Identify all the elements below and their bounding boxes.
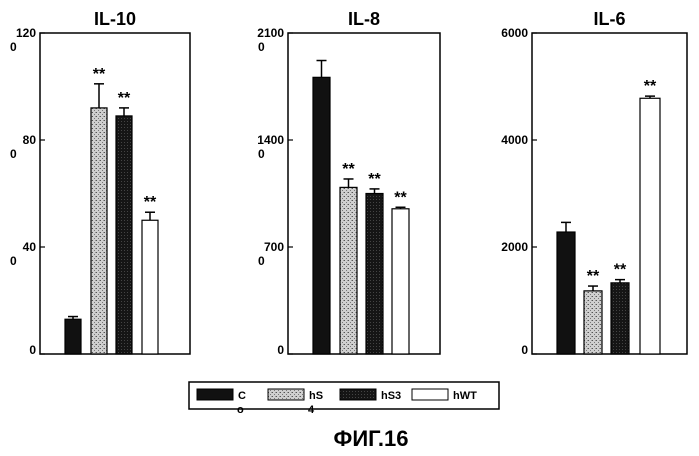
legend-label-c: C (238, 390, 246, 402)
y-tick-label: 2100 (257, 26, 284, 40)
plot-frame (39, 32, 191, 355)
chart-title: IL-8 (348, 9, 380, 29)
plot-frame (287, 32, 441, 355)
chart-title: IL-10 (94, 9, 136, 29)
y-tick-label: 0 (521, 343, 528, 357)
y-tick-label: 0 (29, 343, 36, 357)
chart-title: IL-6 (593, 9, 625, 29)
significance-marker: ** (394, 189, 407, 206)
y-tick-label: 120 (16, 26, 36, 40)
bar-c (64, 318, 82, 355)
y-tick-label: 6000 (501, 26, 528, 40)
y-tick-label: 2000 (501, 240, 528, 254)
legend-swatch-c (196, 388, 234, 401)
bar-hs3 (365, 192, 384, 355)
bar-c (556, 231, 576, 355)
significance-marker: ** (614, 262, 627, 279)
significance-marker: ** (144, 194, 157, 211)
y-tick-label: 0 (258, 147, 265, 161)
bar-hwt (639, 97, 661, 355)
y-tick-label: 80 (23, 133, 37, 147)
bar-hs3 (610, 282, 630, 355)
bar-hs (90, 107, 108, 355)
y-tick-label: 40 (23, 240, 37, 254)
y-tick-label: 1400 (257, 133, 284, 147)
y-tick-label: 0 (258, 40, 265, 54)
chart-legend: Co hS 4 hS3 hWT (188, 381, 500, 416)
bar-hs (339, 186, 358, 355)
bar-hs (583, 290, 603, 355)
legend-label-hs3: hS3 (381, 390, 401, 402)
y-tick-label: 700 (264, 240, 284, 254)
y-tick-label: 4000 (501, 133, 528, 147)
legend-label-hwt: hWT (453, 390, 477, 402)
legend-label-hs: hS (309, 390, 323, 402)
legend-sublabel: o (237, 404, 244, 416)
figure-caption: ФИГ.16 (334, 426, 409, 451)
legend-swatch-hs (267, 388, 305, 401)
significance-marker: ** (587, 268, 600, 285)
legend-sublabel: 4 (308, 404, 315, 416)
y-tick-label: 0 (10, 147, 17, 161)
legend-swatch-hwt (411, 388, 449, 401)
significance-marker: ** (342, 161, 355, 178)
legend-swatch-hs3 (339, 388, 377, 401)
y-tick-label: 0 (10, 40, 17, 54)
bar-hs3 (115, 115, 133, 355)
plot-frame (531, 32, 688, 355)
y-tick-label: 0 (10, 254, 17, 268)
bar-hwt (391, 208, 410, 355)
bar-hwt (141, 219, 159, 355)
chart-panel-il-6: IL-6 0 2000 4000 6000 ** ** ** (501, 9, 688, 357)
significance-marker: ** (118, 90, 131, 107)
y-tick-label: 0 (258, 254, 265, 268)
significance-marker: ** (93, 66, 106, 83)
significance-marker: ** (644, 78, 657, 95)
significance-marker: ** (368, 171, 381, 188)
bar-c (312, 76, 331, 355)
y-tick-label: 0 (277, 343, 284, 357)
